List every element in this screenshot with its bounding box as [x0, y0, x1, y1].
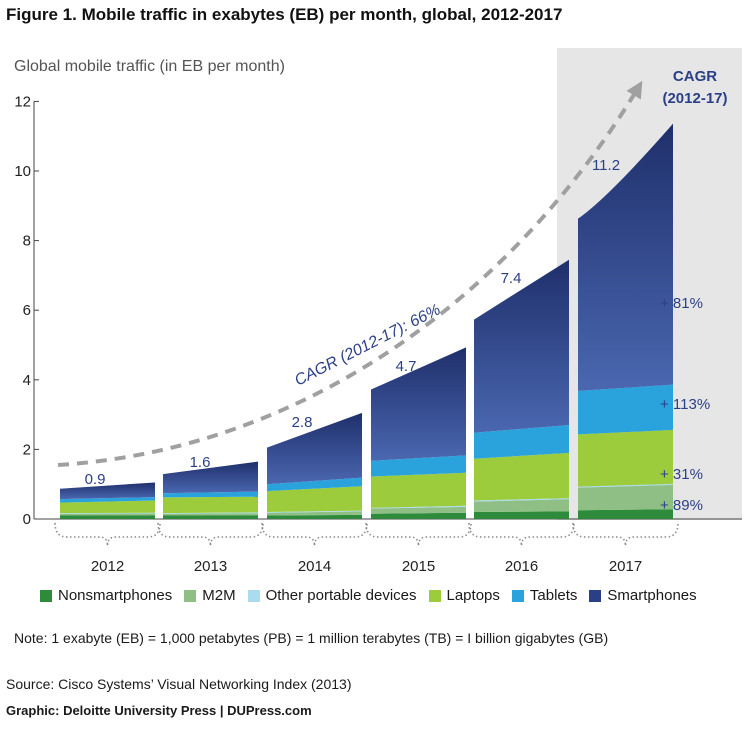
area-laptops-2014 [267, 486, 362, 513]
y-tick-label-12: 12 [14, 93, 31, 110]
area-tablets-2017 [578, 384, 673, 435]
area-nonsmartphones-2017 [578, 509, 673, 519]
legend-item-laptops: Laptops [428, 587, 500, 604]
area-other-portable-devices-2012 [60, 512, 155, 514]
legend-item-smartphones: Smartphones [589, 587, 697, 604]
x-tick-label-2015: 2015 [402, 558, 435, 575]
area-m2m-2016 [474, 499, 569, 513]
area-tablets-2014 [267, 477, 362, 492]
segment-cagr-smartphones: + 81% [660, 295, 703, 312]
brace-2016 [468, 522, 575, 547]
area-smartphones-2014 [267, 412, 362, 485]
total-label-2016: 7.4 [501, 270, 522, 287]
note-text: Note: 1 exabyte (EB) = 1,000 petabytes (… [14, 630, 609, 646]
area-smartphones-2015 [371, 347, 466, 461]
legend-swatch [40, 589, 52, 602]
credit-text: Graphic: Deloitte University Press | DUP… [6, 703, 312, 718]
area-nonsmartphones-2015 [371, 512, 466, 519]
area-m2m-2012 [60, 513, 155, 516]
area-other-portable-devices-2014 [267, 510, 362, 513]
area-laptops-2016 [474, 452, 569, 501]
area-other-portable-devices-2013 [163, 512, 258, 514]
segment-cagr-m2m: + 89% [660, 497, 703, 514]
area-smartphones-2012 [60, 482, 155, 500]
segment-cagr-laptops: + 31% [660, 466, 703, 483]
y-tick-label-2: 2 [23, 441, 31, 458]
x-tick-label-2014: 2014 [298, 558, 331, 575]
area-nonsmartphones-2013 [163, 515, 258, 519]
segment-cagr-tablets: + 113% [660, 396, 710, 413]
source-text: Source: Cisco Systems’ Visual Networking… [6, 676, 352, 692]
y-tick-label-0: 0 [23, 511, 31, 528]
area-laptops-2012 [60, 500, 155, 514]
cagr-arrow [57, 80, 643, 467]
y-axis-label: Global mobile traffic (in EB per month) [14, 58, 285, 75]
area-laptops-2013 [163, 496, 258, 514]
legend-item-nonsmartphones: Nonsmartphones [40, 587, 172, 604]
cagr-column-header-line1: CAGR [673, 68, 717, 85]
legend-swatch [428, 589, 441, 602]
area-m2m-2014 [267, 511, 362, 516]
area-laptops-2015 [371, 472, 466, 508]
total-label-2015: 4.7 [396, 358, 417, 375]
area-smartphones-2017 [578, 123, 673, 391]
area-nonsmartphones-2016 [474, 511, 569, 519]
legend-swatch [511, 589, 524, 602]
legend-swatch [247, 589, 260, 602]
legend-label: Laptops [446, 587, 500, 604]
area-laptops-2017 [578, 429, 673, 487]
legend-swatch [184, 589, 197, 602]
area-tablets-2016 [474, 425, 569, 459]
figure-title: Figure 1. Mobile traffic in exabytes (EB… [6, 5, 563, 24]
legend-label: Smartphones [607, 587, 697, 604]
legend: Nonsmartphones M2M Other portable devices L… [40, 587, 697, 604]
area-nonsmartphones-2012 [60, 515, 155, 519]
x-tick-label-2016: 2016 [505, 558, 538, 575]
area-m2m-2015 [371, 506, 466, 514]
brace-2014 [261, 522, 368, 547]
brace-2017 [572, 522, 679, 547]
legend-label: Tablets [529, 587, 578, 604]
legend-item-other-portable-devices: Other portable devices [247, 587, 417, 604]
area-other-portable-devices-2015 [371, 505, 466, 509]
brace-2015 [365, 522, 472, 547]
legend-label: M2M [202, 587, 236, 604]
chart: 0 2 4 6 8 10 12 2012 2013 2014 2015 2016 2017 0.9 1.… [14, 48, 742, 575]
x-tick-label-2013: 2013 [194, 558, 227, 575]
area-tablets-2012 [60, 497, 155, 503]
total-label-2013: 1.6 [190, 454, 211, 471]
x-tick-label-2017: 2017 [609, 558, 642, 575]
legend-label: Other portable devices [265, 587, 417, 604]
legend-swatch [589, 589, 602, 602]
area-tablets-2015 [371, 455, 466, 477]
area-other-portable-devices-2017 [578, 483, 673, 488]
y-tick-label-4: 4 [23, 372, 31, 389]
x-tick-label-2012: 2012 [91, 558, 124, 575]
area-other-portable-devices-2016 [474, 498, 569, 502]
cagr-column-header-line2: (2012-17) [662, 90, 727, 107]
area-smartphones-2013 [163, 461, 258, 494]
legend-label: Nonsmartphones [58, 587, 173, 604]
total-label-2017: 11.2 [592, 157, 620, 174]
legend-item-m2m: M2M [184, 587, 236, 604]
y-tick-label-10: 10 [14, 163, 31, 180]
brace-2013 [157, 522, 264, 547]
y-tick-label-6: 6 [23, 302, 31, 319]
area-tablets-2013 [163, 491, 258, 498]
area-m2m-2013 [163, 513, 258, 516]
area-nonsmartphones-2014 [267, 514, 362, 519]
legend-item-tablets: Tablets [511, 587, 578, 604]
area-m2m-2017 [578, 484, 673, 511]
y-tick-label-8: 8 [23, 233, 31, 250]
total-label-2014: 2.8 [292, 414, 313, 431]
area-smartphones-2016 [474, 259, 569, 433]
brace-2012 [54, 522, 161, 547]
total-label-2012: 0.9 [85, 471, 106, 488]
